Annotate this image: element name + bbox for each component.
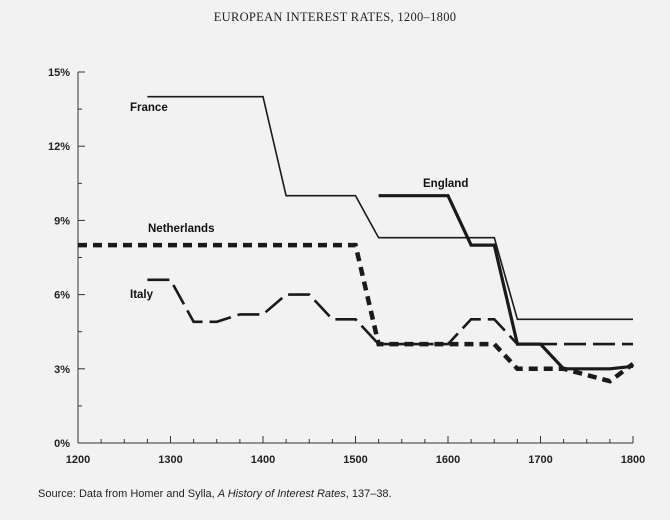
x-tick-label: 1800 bbox=[621, 454, 645, 466]
series-label-france: France bbox=[130, 102, 168, 114]
series-line-france bbox=[147, 95, 633, 321]
source-prefix: Source: Data from Homer and Sylla, bbox=[38, 488, 218, 500]
y-tick-label: 9% bbox=[54, 215, 70, 227]
series-line-netherlands bbox=[78, 242, 635, 384]
series-line-italy bbox=[147, 278, 633, 346]
source-book-title: A History of Interest Rates bbox=[217, 488, 346, 500]
series-label-netherlands: Netherlands bbox=[148, 223, 214, 235]
x-tick-label: 1700 bbox=[528, 454, 552, 466]
series-labels: France England Netherlands Italy bbox=[130, 102, 468, 301]
x-tick-label: 1600 bbox=[436, 454, 460, 466]
series-label-england: England bbox=[423, 178, 468, 190]
y-tick-label: 3% bbox=[54, 364, 70, 376]
y-tick-label: 6% bbox=[54, 290, 70, 302]
chart-title: EUROPEAN INTEREST RATES, 1200–1800 bbox=[213, 10, 457, 24]
axes: 0% 3% 6% 9% 12% 15% 1200 1300 1400 1500 1600 1700 18… bbox=[48, 67, 645, 466]
series-lines bbox=[78, 95, 635, 384]
chart-source-note: Source: Data from Homer and Sylla, A His… bbox=[38, 488, 392, 500]
x-tick-label: 1500 bbox=[343, 454, 367, 466]
source-suffix: , 137–38. bbox=[345, 488, 392, 500]
x-tick-label: 1200 bbox=[66, 454, 90, 466]
series-label-italy: Italy bbox=[130, 289, 154, 301]
x-tick-label: 1300 bbox=[158, 454, 182, 466]
y-tick-label: 0% bbox=[54, 438, 70, 450]
y-tick-label: 12% bbox=[48, 141, 70, 153]
x-tick-label: 1400 bbox=[251, 454, 275, 466]
y-tick-label: 15% bbox=[48, 67, 70, 79]
